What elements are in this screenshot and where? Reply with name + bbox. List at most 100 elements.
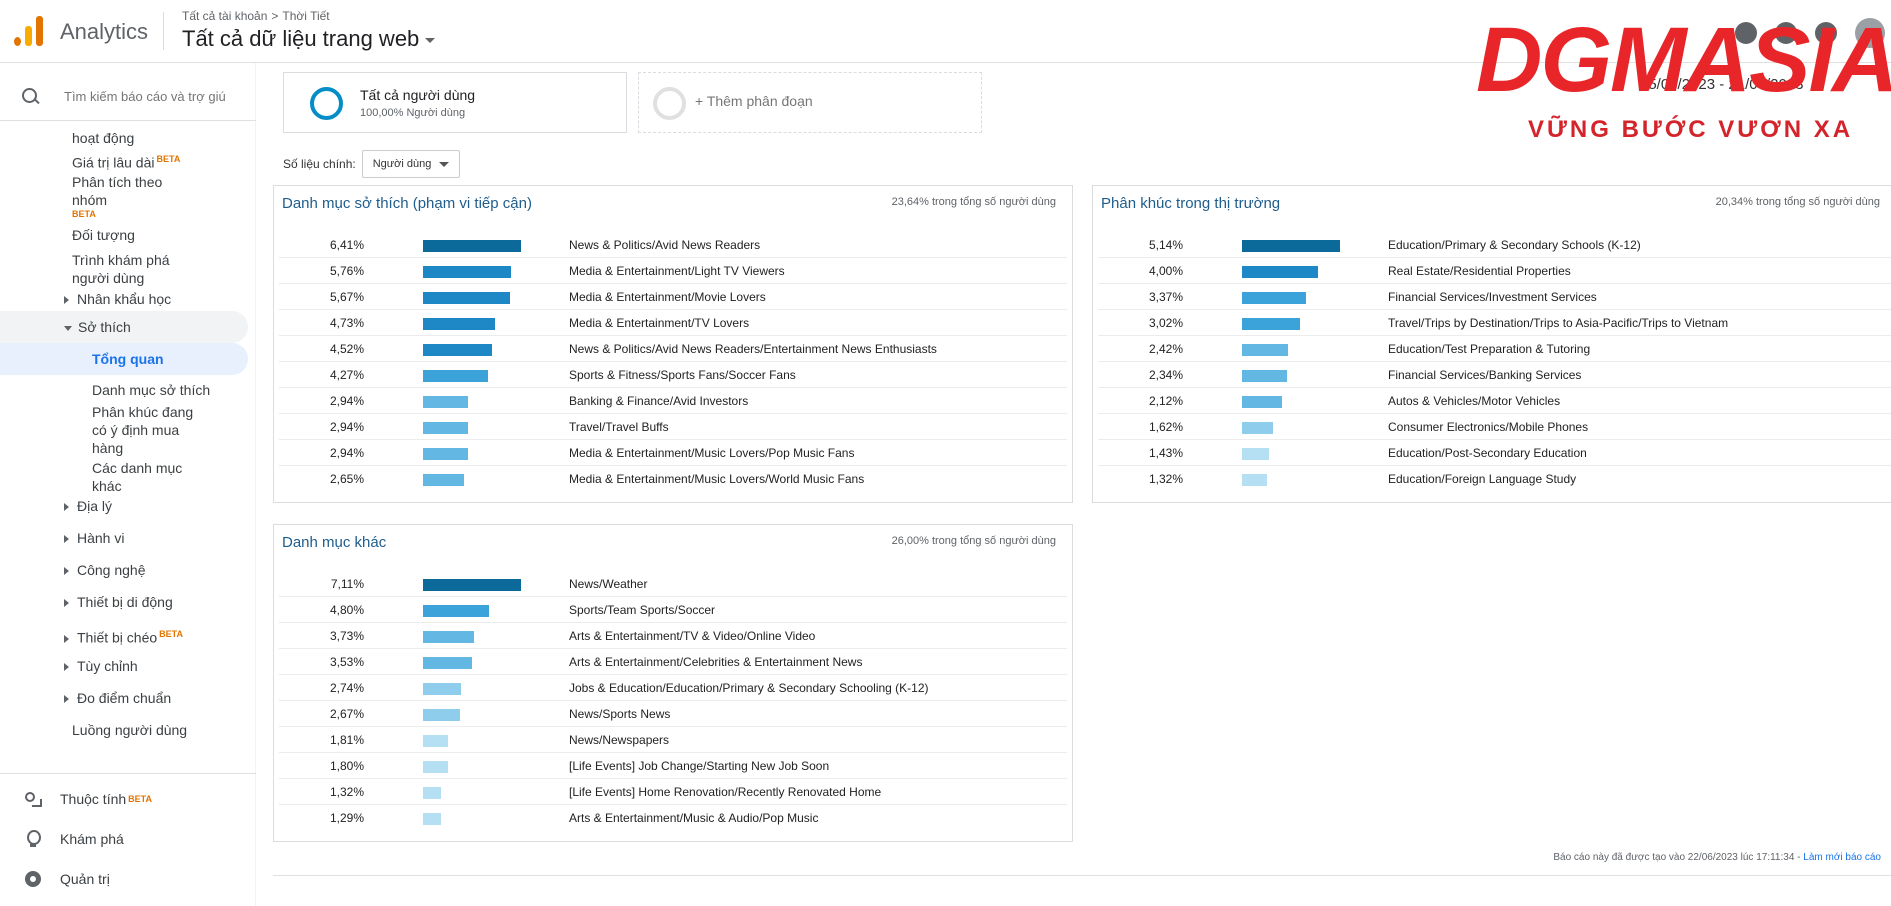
card-title[interactable]: Danh mục sở thích (phạm vi tiếp cận) xyxy=(282,195,532,212)
table-row[interactable]: 4,73% Media & Entertainment/TV Lovers xyxy=(279,310,1067,336)
row-label[interactable]: Autos & Vehicles/Motor Vehicles xyxy=(1388,394,1561,408)
row-label[interactable]: [Life Events] Home Renovation/Recently R… xyxy=(569,785,882,799)
sidebar-item-activity[interactable]: hoạt động xyxy=(72,130,135,146)
row-label[interactable]: Arts & Entertainment/Music & Audio/Pop M… xyxy=(569,811,819,825)
row-label[interactable]: News/Sports News xyxy=(569,707,671,721)
table-row[interactable]: 1,80% [Life Events] Job Change/Starting N… xyxy=(279,753,1067,779)
breadcrumb[interactable]: Tất cả tài khoản > Thời Tiết xyxy=(182,9,330,23)
card-title[interactable]: Danh mục khác xyxy=(282,534,387,551)
sidebar-item-other-categories[interactable]: Các danh mục khác xyxy=(92,459,182,495)
sidebar-item-technology[interactable]: Công nghệ xyxy=(64,561,146,579)
row-label[interactable]: Education/Foreign Language Study xyxy=(1388,472,1577,486)
segment-all-users[interactable]: Tất cả người dùng 100,00% Người dùng xyxy=(283,72,627,133)
row-label[interactable]: Education/Post-Secondary Education xyxy=(1388,446,1587,460)
row-label[interactable]: News & Politics/Avid News Readers/Entert… xyxy=(569,342,937,356)
table-row[interactable]: 1,32% [Life Events] Home Renovation/Recen… xyxy=(279,779,1067,805)
row-label[interactable]: Sports/Team Sports/Soccer xyxy=(569,603,716,617)
sidebar-item-cross-device[interactable]: Thiết bị chéo BETA xyxy=(64,625,183,647)
row-label[interactable]: News/Newspapers xyxy=(569,733,670,747)
row-label[interactable]: Real Estate/Residential Properties xyxy=(1388,264,1571,278)
sidebar-item-user-explorer[interactable]: Trình khám phá người dùng xyxy=(72,251,170,287)
sidebar-item-geo[interactable]: Địa lý xyxy=(64,497,112,515)
table-row[interactable]: 2,34% Financial Services/Banking Services xyxy=(1098,362,1891,388)
sidebar-item-in-market[interactable]: Phân khúc đang có ý định mua hàng xyxy=(92,403,193,457)
table-row[interactable]: 1,29% Arts & Entertainment/Music & Audio/… xyxy=(279,805,1067,831)
table-row[interactable]: 6,41% News & Politics/Avid News Readers xyxy=(279,232,1067,258)
row-label[interactable]: Travel/Trips by Destination/Trips to Asi… xyxy=(1388,316,1729,330)
table-row[interactable]: 2,94% Banking & Finance/Avid Investors xyxy=(279,388,1067,414)
row-label[interactable]: Sports & Fitness/Sports Fans/Soccer Fans xyxy=(569,368,796,382)
breadcrumb-all-accounts[interactable]: Tất cả tài khoản xyxy=(182,9,268,23)
add-segment-button[interactable]: + Thêm phân đoạn xyxy=(638,72,982,133)
row-label[interactable]: Travel/Travel Buffs xyxy=(569,420,669,434)
row-label[interactable]: Media & Entertainment/Music Lovers/Pop M… xyxy=(569,446,855,460)
table-row[interactable]: 1,62% Consumer Electronics/Mobile Phones xyxy=(1098,414,1891,440)
sidebar-item-overview[interactable]: Tổng quan xyxy=(92,351,164,367)
sidebar-item-mobile[interactable]: Thiết bị di động xyxy=(64,593,173,611)
table-row[interactable]: 4,00% Real Estate/Residential Properties xyxy=(1098,258,1891,284)
table-row[interactable]: 3,37% Financial Services/Investment Servi… xyxy=(1098,284,1891,310)
table-row[interactable]: 4,80% Sports/Team Sports/Soccer xyxy=(279,597,1067,623)
table-row[interactable]: 2,94% Travel/Travel Buffs xyxy=(279,414,1067,440)
sidebar-item-audience[interactable]: Đối tượng xyxy=(72,227,135,243)
row-label[interactable]: Arts & Entertainment/TV & Video/Online V… xyxy=(569,629,816,643)
table-row[interactable]: 5,67% Media & Entertainment/Movie Lovers xyxy=(279,284,1067,310)
sidebar-item-cohort[interactable]: Phân tích theo nhóm BETA xyxy=(72,173,162,219)
table-row[interactable]: 3,02% Travel/Trips by Destination/Trips t… xyxy=(1098,310,1891,336)
table-row[interactable]: 2,12% Autos & Vehicles/Motor Vehicles xyxy=(1098,388,1891,414)
table-row[interactable]: 7,11% News/Weather xyxy=(279,571,1067,597)
table-row[interactable]: 5,14% Education/Primary & Secondary Schoo… xyxy=(1098,232,1891,258)
row-label[interactable]: Jobs & Education/Education/Primary & Sec… xyxy=(569,681,929,695)
row-label[interactable]: Banking & Finance/Avid Investors xyxy=(569,394,749,408)
row-label[interactable]: Education/Primary & Secondary Schools (K… xyxy=(1388,238,1641,252)
primary-metric-select[interactable]: Người dùng xyxy=(361,150,461,178)
sidebar-item-behavior[interactable]: Hành vi xyxy=(64,529,124,547)
card-title[interactable]: Phân khúc trong thị trường xyxy=(1101,195,1281,212)
table-row[interactable]: 2,65% Media & Entertainment/Music Lovers/… xyxy=(279,466,1067,492)
row-label[interactable]: Media & Entertainment/TV Lovers xyxy=(569,316,750,330)
sidebar-admin[interactable]: Quản trị xyxy=(24,870,110,888)
analytics-logo-icon[interactable] xyxy=(14,14,44,46)
search-input[interactable] xyxy=(64,89,236,104)
sidebar-item-lifetime-value[interactable]: Giá trị lâu dài BETA xyxy=(72,150,180,172)
sidebar-item-interests[interactable]: Sở thích xyxy=(64,318,131,336)
table-row[interactable]: 1,43% Education/Post-Secondary Education xyxy=(1098,440,1891,466)
table-row[interactable]: 2,94% Media & Entertainment/Music Lovers/… xyxy=(279,440,1067,466)
table-row[interactable]: 3,53% Arts & Entertainment/Celebrities & … xyxy=(279,649,1067,675)
table-row[interactable]: 5,76% Media & Entertainment/Light TV View… xyxy=(279,258,1067,284)
sidebar-item-users-flow[interactable]: Luồng người dùng xyxy=(72,722,188,738)
row-label[interactable]: News & Politics/Avid News Readers xyxy=(569,238,761,252)
row-label[interactable]: Media & Entertainment/Music Lovers/World… xyxy=(569,472,865,486)
row-label[interactable]: Financial Services/Banking Services xyxy=(1388,368,1582,382)
sidebar-attribution[interactable]: Thuộc tính BETA xyxy=(24,790,152,808)
table-row[interactable]: 4,27% Sports & Fitness/Sports Fans/Soccer… xyxy=(279,362,1067,388)
date-range[interactable]: 15/05/2023 - 21/06/2023 xyxy=(1640,76,1804,93)
table-row[interactable]: 3,73% Arts & Entertainment/TV & Video/Onl… xyxy=(279,623,1067,649)
table-row[interactable]: 2,67% News/Sports News xyxy=(279,701,1067,727)
row-label[interactable]: News/Weather xyxy=(569,577,648,591)
refresh-report-link[interactable]: Làm mới báo cáo xyxy=(1803,852,1881,863)
table-row[interactable]: 2,74% Jobs & Education/Education/Primary … xyxy=(279,675,1067,701)
table-row[interactable]: 1,81% News/Newspapers xyxy=(279,727,1067,753)
sidebar-item-demographics[interactable]: Nhân khẩu học xyxy=(64,290,171,308)
table-row[interactable]: 1,32% Education/Foreign Language Study xyxy=(1098,466,1891,492)
row-label[interactable]: Education/Test Preparation & Tutoring xyxy=(1388,342,1591,356)
help-icon[interactable] xyxy=(1815,22,1837,44)
row-label[interactable]: Arts & Entertainment/Celebrities & Enter… xyxy=(569,655,863,669)
row-label[interactable]: [Life Events] Job Change/Starting New Jo… xyxy=(569,759,830,773)
row-label[interactable]: Media & Entertainment/Movie Lovers xyxy=(569,290,766,304)
table-row[interactable]: 4,52% News & Politics/Avid News Readers/E… xyxy=(279,336,1067,362)
apps-grid-icon[interactable] xyxy=(1775,22,1797,44)
sidebar-item-benchmarking[interactable]: Đo điểm chuẩn xyxy=(64,689,171,707)
sidebar-item-affinity[interactable]: Danh mục sở thích xyxy=(92,382,211,398)
row-label[interactable]: Consumer Electronics/Mobile Phones xyxy=(1388,420,1589,434)
sidebar-item-custom[interactable]: Tùy chỉnh xyxy=(64,657,138,675)
row-label[interactable]: Media & Entertainment/Light TV Viewers xyxy=(569,264,785,278)
sidebar-discover[interactable]: Khám phá xyxy=(24,830,124,848)
breadcrumb-property[interactable]: Thời Tiết xyxy=(282,9,330,23)
sidebar-search[interactable] xyxy=(0,73,256,121)
row-label[interactable]: Financial Services/Investment Services xyxy=(1388,290,1597,304)
account-avatar[interactable] xyxy=(1855,18,1885,48)
view-selector[interactable]: Tất cả dữ liệu trang web xyxy=(182,26,436,52)
notifications-icon[interactable] xyxy=(1735,22,1757,44)
